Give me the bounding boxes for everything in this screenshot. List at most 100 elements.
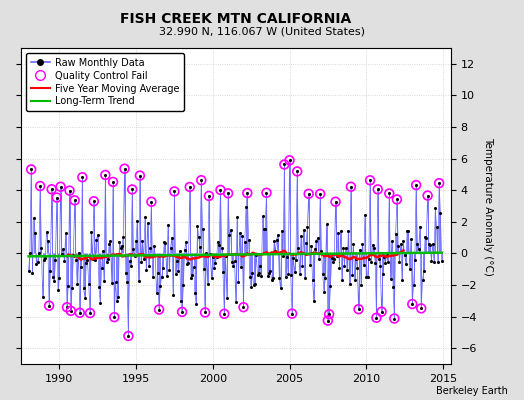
Point: [374, 186, 382, 192]
Point: [281, 274, 290, 280]
Point: [393, 196, 401, 203]
Point: [427, 257, 435, 264]
Point: [435, 180, 443, 186]
Point: [187, 274, 195, 281]
Point: [408, 301, 417, 307]
Point: [385, 190, 394, 197]
Point: [49, 274, 57, 281]
Point: [398, 276, 406, 283]
Point: [229, 263, 237, 269]
Point: [80, 285, 88, 292]
Point: [276, 285, 285, 292]
Point: [139, 256, 148, 262]
Point: [50, 278, 58, 285]
Point: [157, 274, 166, 280]
Point: [319, 271, 327, 277]
Point: [400, 252, 409, 258]
Point: [234, 279, 243, 285]
Point: [380, 254, 388, 260]
Point: [82, 260, 90, 266]
Point: [272, 236, 281, 243]
Point: [331, 198, 340, 205]
Point: [358, 241, 367, 248]
Point: [423, 192, 432, 199]
Point: [191, 290, 199, 296]
Point: [330, 256, 339, 262]
Point: [331, 198, 340, 205]
Point: [366, 177, 374, 184]
Point: [365, 256, 373, 262]
Point: [217, 244, 226, 251]
Point: [109, 179, 117, 185]
Point: [416, 224, 424, 230]
Point: [359, 262, 368, 268]
Point: [391, 230, 400, 237]
Point: [264, 273, 272, 280]
Point: [32, 260, 40, 267]
Point: [361, 212, 369, 218]
Point: [125, 258, 134, 264]
Point: [414, 246, 423, 253]
Point: [152, 290, 161, 296]
Point: [226, 226, 235, 233]
Point: [84, 280, 93, 287]
Point: [350, 241, 358, 248]
Point: [42, 228, 51, 235]
Point: [243, 190, 252, 196]
Point: [74, 250, 83, 256]
Point: [429, 240, 437, 247]
Point: [75, 310, 84, 316]
Point: [205, 193, 213, 199]
Point: [381, 260, 390, 266]
Point: [379, 271, 387, 277]
Point: [258, 213, 267, 220]
Point: [66, 188, 74, 194]
Point: [340, 262, 348, 269]
Point: [404, 228, 412, 234]
Point: [201, 309, 209, 316]
Point: [193, 222, 202, 229]
Point: [133, 217, 141, 224]
Point: [411, 257, 419, 264]
Point: [63, 304, 71, 310]
Point: [377, 308, 386, 315]
Point: [244, 237, 253, 243]
Point: [205, 193, 213, 199]
Point: [383, 252, 391, 258]
Point: [184, 260, 193, 266]
Point: [283, 254, 291, 260]
Point: [293, 168, 301, 175]
Point: [129, 246, 138, 252]
Point: [170, 188, 179, 195]
Point: [252, 252, 260, 258]
Point: [370, 245, 378, 252]
Point: [110, 314, 118, 320]
Point: [412, 182, 420, 188]
Point: [220, 310, 228, 317]
Point: [288, 310, 296, 317]
Point: [48, 186, 56, 192]
Point: [409, 282, 418, 288]
Point: [339, 245, 347, 252]
Point: [289, 255, 298, 261]
Point: [69, 252, 78, 258]
Point: [54, 287, 62, 294]
Point: [137, 259, 145, 265]
Point: [384, 259, 392, 265]
Point: [324, 317, 332, 324]
Point: [430, 259, 438, 265]
Point: [151, 252, 159, 258]
Point: [161, 240, 170, 246]
Point: [216, 187, 225, 193]
Text: Berkeley Earth: Berkeley Earth: [436, 386, 508, 396]
Point: [345, 281, 354, 287]
Point: [308, 277, 316, 283]
Point: [425, 241, 433, 248]
Point: [413, 240, 422, 247]
Point: [212, 254, 221, 260]
Point: [347, 184, 355, 190]
Point: [200, 266, 208, 272]
Point: [122, 270, 130, 276]
Point: [368, 242, 377, 248]
Point: [301, 274, 309, 281]
